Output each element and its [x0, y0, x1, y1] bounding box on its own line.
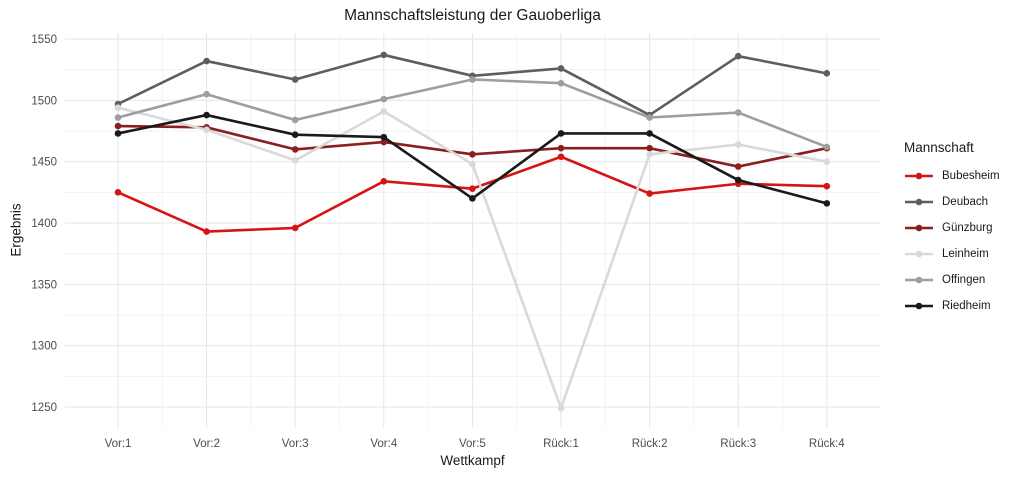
legend-item-offingen: Offingen — [904, 267, 1000, 293]
y-axis-title: Ergebnis — [8, 203, 24, 257]
data-point-riedheim — [557, 130, 565, 137]
data-point-riedheim — [646, 130, 653, 137]
data-point-deubach — [734, 52, 742, 60]
data-point-bubesheim — [291, 224, 299, 232]
y-tick-label: 1300 — [31, 341, 57, 353]
data-point-leinheim — [734, 141, 742, 148]
y-tick-label: 1350 — [31, 279, 57, 291]
data-point-bubesheim — [114, 189, 122, 196]
legend-key-icon — [905, 172, 933, 180]
data-point-offingen — [114, 114, 122, 121]
data-point-offingen — [646, 114, 653, 121]
data-point-offingen — [380, 95, 388, 103]
y-tick-label: 1450 — [31, 157, 57, 169]
data-point-leinheim — [469, 160, 476, 168]
legend-items: Bubesheim Deubach Günzburg Leinheim Offingen… — [904, 163, 1000, 319]
data-point-offingen — [734, 109, 742, 116]
data-point-deubach — [823, 70, 831, 77]
data-point-riedheim — [291, 131, 299, 138]
data-point-leinheim — [291, 157, 299, 164]
data-point-günzburg — [734, 163, 742, 170]
data-point-riedheim — [823, 200, 831, 207]
x-axis-title: Wettkampf — [440, 453, 505, 468]
data-point-bubesheim — [380, 177, 388, 185]
data-point-leinheim — [646, 151, 653, 158]
y-tick-label: 1550 — [31, 34, 57, 46]
x-tick-label: Rück:3 — [720, 438, 756, 450]
x-tick-label: Rück:1 — [543, 438, 579, 450]
legend-key-icon — [905, 198, 933, 206]
data-point-günzburg — [291, 146, 299, 153]
x-tick-label: Vor:4 — [370, 438, 397, 450]
legend-key-icon — [905, 250, 933, 258]
legend-title: Mannschaft — [904, 140, 974, 155]
data-point-bubesheim — [469, 185, 476, 192]
data-point-leinheim — [380, 108, 388, 115]
data-point-deubach — [380, 51, 388, 59]
legend-label: Bubesheim — [942, 170, 1000, 182]
x-tick-label: Rück:2 — [632, 438, 668, 450]
legend-item-riedheim: Riedheim — [904, 293, 1000, 319]
y-tick-label: 1500 — [31, 95, 57, 107]
data-point-günzburg — [114, 122, 122, 130]
x-tick-label: Vor:3 — [282, 438, 309, 450]
legend-item-deubach: Deubach — [904, 189, 1000, 215]
data-point-offingen — [557, 79, 565, 87]
chart-title: Mannschaftsleistung der Gauoberliga — [344, 7, 601, 24]
legend-label: Deubach — [942, 196, 989, 208]
data-point-leinheim — [203, 126, 210, 134]
legend-label: Leinheim — [942, 248, 989, 260]
data-point-offingen — [469, 76, 476, 83]
legend-label: Offingen — [942, 274, 986, 286]
legend-label: Riedheim — [942, 300, 991, 312]
data-point-bubesheim — [646, 190, 653, 197]
legend-label: Günzburg — [942, 222, 993, 234]
legend: Mannschaft Bubesheim Deubach Günzburg Leinh… — [904, 140, 1000, 319]
legend-item-leinheim: Leinheim — [904, 241, 1000, 267]
data-point-riedheim — [203, 111, 210, 119]
data-point-riedheim — [469, 195, 476, 202]
legend-key-icon — [905, 224, 933, 232]
data-point-leinheim — [557, 404, 565, 412]
x-tick-label: Vor:1 — [105, 438, 132, 450]
legend-key-icon — [905, 302, 933, 310]
data-point-deubach — [291, 76, 299, 83]
data-point-leinheim — [114, 104, 122, 111]
legend-item-bubesheim: Bubesheim — [904, 163, 1000, 189]
data-point-bubesheim — [823, 182, 831, 190]
data-point-offingen — [203, 90, 210, 98]
data-point-günzburg — [469, 151, 476, 158]
data-point-riedheim — [380, 133, 388, 141]
data-point-deubach — [557, 65, 565, 72]
data-point-riedheim — [734, 176, 742, 184]
legend-key-icon — [905, 276, 933, 284]
x-tick-label: Vor:2 — [193, 438, 220, 450]
data-point-bubesheim — [203, 228, 210, 235]
data-point-riedheim — [114, 130, 122, 137]
x-tick-label: Vor:5 — [459, 438, 486, 450]
data-point-günzburg — [646, 144, 653, 152]
data-point-offingen — [823, 143, 831, 151]
data-point-bubesheim — [557, 153, 565, 161]
y-tick-label: 1250 — [31, 402, 57, 414]
data-point-offingen — [291, 116, 299, 124]
data-point-günzburg — [557, 144, 565, 152]
legend-item-günzburg: Günzburg — [904, 215, 1000, 241]
data-point-leinheim — [823, 158, 831, 165]
y-tick-label: 1400 — [31, 218, 57, 230]
data-point-deubach — [203, 57, 210, 65]
x-tick-label: Rück:4 — [809, 438, 845, 450]
data-point-günzburg — [380, 138, 388, 146]
